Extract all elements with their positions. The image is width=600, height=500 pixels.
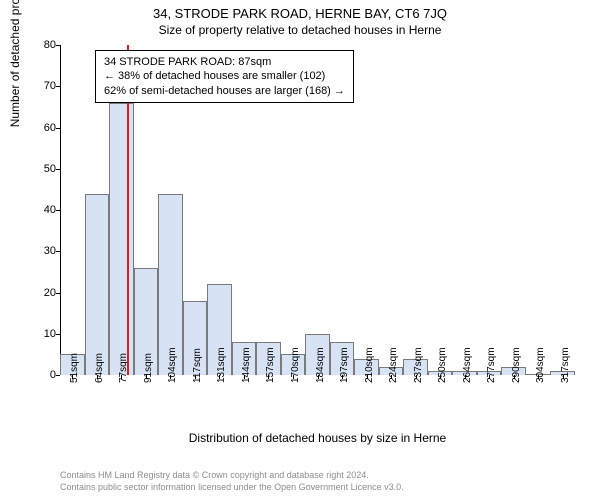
histogram-bar: [85, 194, 110, 376]
x-tick-mark: [72, 375, 73, 379]
x-tick-mark: [318, 375, 319, 379]
x-tick-mark: [489, 375, 490, 379]
x-tick-label: 237sqm: [413, 347, 424, 383]
x-tick-label: 91sqm: [143, 353, 154, 383]
x-tick-label: 51sqm: [69, 353, 80, 383]
y-tick-mark: [56, 210, 60, 211]
y-tick-label: 70: [36, 80, 56, 92]
x-tick-mark: [514, 375, 515, 379]
y-tick-mark: [56, 86, 60, 87]
x-axis-label: Distribution of detached houses by size …: [60, 431, 575, 445]
x-tick-mark: [195, 375, 196, 379]
histogram-bar: [109, 103, 134, 375]
y-tick-mark: [56, 375, 60, 376]
x-tick-mark: [244, 375, 245, 379]
x-tick-mark: [146, 375, 147, 379]
x-tick-mark: [219, 375, 220, 379]
x-tick-mark: [538, 375, 539, 379]
x-tick-label: 64sqm: [94, 353, 105, 383]
x-tick-mark: [121, 375, 122, 379]
y-tick-label: 20: [36, 287, 56, 299]
y-axis-label: Number of detached properties: [8, 0, 22, 127]
x-tick-label: 197sqm: [339, 347, 350, 383]
y-tick-label: 10: [36, 328, 56, 340]
y-tick-label: 50: [36, 163, 56, 175]
y-tick-label: 80: [36, 39, 56, 51]
x-tick-mark: [293, 375, 294, 379]
x-tick-label: 157sqm: [265, 347, 276, 383]
x-tick-label: 317sqm: [560, 347, 571, 383]
y-axis-line: [60, 45, 61, 375]
x-tick-label: 250sqm: [437, 347, 448, 383]
x-tick-mark: [367, 375, 368, 379]
chart-container: 34, STRODE PARK ROAD, HERNE BAY, CT6 7JQ…: [0, 0, 600, 500]
x-tick-mark: [563, 375, 564, 379]
y-tick-mark: [56, 251, 60, 252]
annotation-line-3: 62% of semi-detached houses are larger (…: [104, 84, 345, 98]
x-tick-mark: [416, 375, 417, 379]
x-tick-label: 290sqm: [511, 347, 522, 383]
x-tick-label: 170sqm: [290, 347, 301, 383]
x-tick-label: 184sqm: [315, 347, 326, 383]
annotation-line-2: ← 38% of detached houses are smaller (10…: [104, 69, 345, 83]
x-tick-mark: [170, 375, 171, 379]
annotation-box: 34 STRODE PARK ROAD: 87sqm ← 38% of deta…: [95, 50, 354, 103]
y-tick-label: 30: [36, 245, 56, 257]
x-tick-mark: [268, 375, 269, 379]
x-tick-label: 104sqm: [167, 347, 178, 383]
x-tick-label: 277sqm: [486, 347, 497, 383]
x-tick-label: 117sqm: [192, 348, 203, 383]
x-tick-mark: [391, 375, 392, 379]
annotation-line-1: 34 STRODE PARK ROAD: 87sqm: [104, 55, 345, 69]
x-tick-label: 224sqm: [388, 347, 399, 383]
x-tick-mark: [465, 375, 466, 379]
y-tick-mark: [56, 45, 60, 46]
y-tick-mark: [56, 128, 60, 129]
x-tick-mark: [342, 375, 343, 379]
y-tick-label: 0: [36, 369, 56, 381]
chart-title: 34, STRODE PARK ROAD, HERNE BAY, CT6 7JQ: [0, 0, 600, 21]
footer-line-2: Contains public sector information licen…: [60, 482, 404, 494]
footer-attribution: Contains HM Land Registry data © Crown c…: [60, 470, 404, 493]
x-tick-mark: [440, 375, 441, 379]
x-tick-label: 144sqm: [241, 347, 252, 383]
x-tick-label: 131sqm: [216, 347, 227, 383]
y-tick-mark: [56, 169, 60, 170]
x-tick-label: 304sqm: [535, 347, 546, 383]
y-tick-mark: [56, 293, 60, 294]
x-tick-label: 264sqm: [462, 347, 473, 383]
y-tick-label: 40: [36, 204, 56, 216]
x-tick-mark: [97, 375, 98, 379]
y-tick-label: 60: [36, 122, 56, 134]
chart-subtitle: Size of property relative to detached ho…: [0, 21, 600, 37]
footer-line-1: Contains HM Land Registry data © Crown c…: [60, 470, 404, 482]
y-tick-mark: [56, 334, 60, 335]
x-tick-label: 210sqm: [364, 347, 375, 383]
